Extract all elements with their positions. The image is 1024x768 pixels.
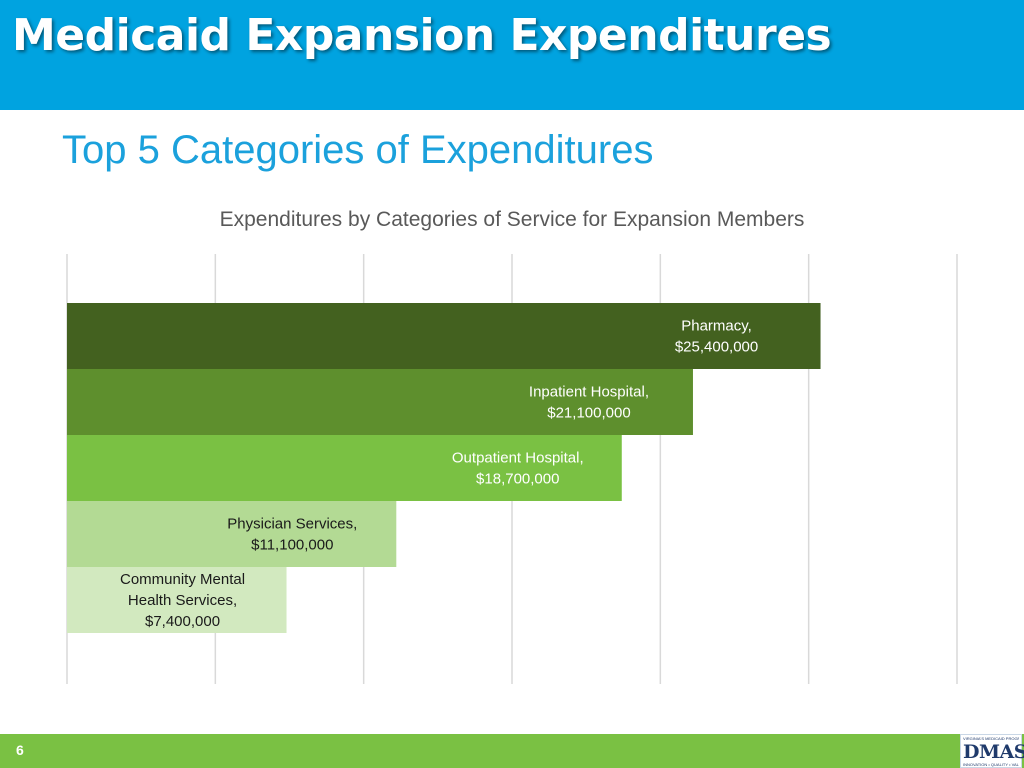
header-bar: Medicaid Expansion Expenditures (0, 0, 1024, 110)
data-label-line: $25,400,000 (675, 339, 758, 356)
data-label-line: Inpatient Hospital, (529, 384, 649, 401)
bar-inpatient-hospital (67, 369, 693, 435)
chart-title: Expenditures by Categories of Service fo… (0, 208, 1024, 232)
data-label-line: Health Services, (128, 592, 237, 609)
footer-bar: 6 VIRGINIA'S MEDICAID PROGRAM DMAS INNOV… (0, 734, 1024, 768)
logo-wordmark: DMAS (963, 741, 1024, 763)
data-label: Pharmacy, $25,400,000 (675, 318, 758, 356)
bar-physician-services (67, 501, 397, 567)
dmas-logo: VIRGINIA'S MEDICAID PROGRAM DMAS INNOVAT… (960, 734, 1024, 768)
bar-outpatient-hospital (67, 435, 622, 501)
data-label: Community Mental Health Services, $7,400,0… (120, 571, 245, 630)
data-label-line: Physician Services, (227, 516, 357, 533)
page-number: 6 (16, 742, 24, 758)
data-label: Physician Services, $11,100,000 (227, 516, 357, 554)
data-label: Outpatient Hospital, $18,700,000 (452, 450, 584, 488)
data-label-line: $11,100,000 (251, 537, 333, 554)
logo-tagline-bottom: INNOVATION • QUALITY • VALUE (963, 762, 1019, 767)
bar-pharmacy (67, 303, 821, 369)
data-label-line: Community Mental (120, 571, 245, 588)
data-label-line: $7,400,000 (145, 613, 220, 630)
bar-community-mental-health-services (67, 567, 287, 633)
logo-tagline-top: VIRGINIA'S MEDICAID PROGRAM (963, 736, 1019, 741)
data-label-line: $21,100,000 (547, 405, 630, 422)
chart-title-text: Expenditures by Categories of Service fo… (219, 208, 805, 231)
page-title: Medicaid Expansion Expenditures (12, 10, 832, 61)
data-label-line: Pharmacy, (681, 318, 752, 335)
slide-subtitle: Top 5 Categories of Expenditures (62, 128, 654, 172)
data-label-line: Outpatient Hospital, (452, 450, 584, 467)
data-label: Inpatient Hospital, $21,100,000 (529, 384, 649, 422)
bar-chart: Pharmacy, $25,400,000 Inpatient Hospital, $… (66, 254, 958, 684)
data-label-line: $18,700,000 (476, 471, 559, 488)
